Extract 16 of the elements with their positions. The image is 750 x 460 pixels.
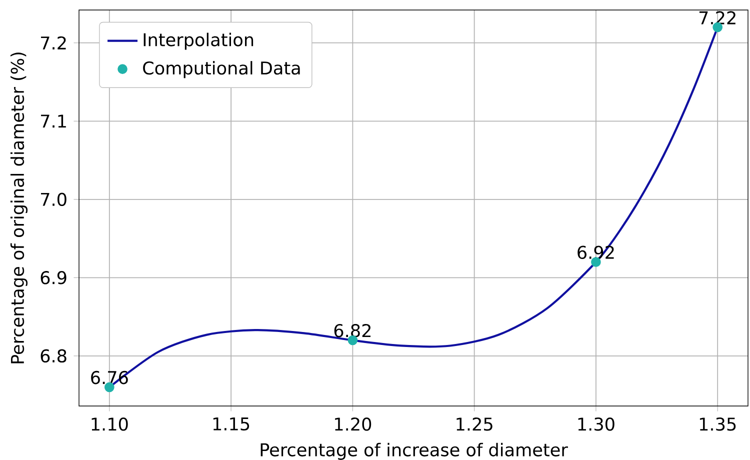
y-tick-label: 6.9: [40, 270, 66, 284]
y-tick-label: 6.8: [40, 349, 66, 363]
legend-label: Interpolation: [144, 32, 254, 50]
x-tick-label: 1.30: [578, 417, 614, 431]
x-axis-title: Percentage of increase of diameter: [260, 442, 568, 460]
y-axis-title: Percentage of original diameter (%): [10, 52, 28, 364]
legend-label: Computional Data: [143, 61, 300, 78]
y-tick-label: 7.0: [41, 192, 66, 206]
y-tick-label: 7.2: [41, 36, 66, 50]
x-tick-label: 1.20: [335, 417, 372, 431]
x-tick-label: 1.15: [213, 417, 250, 431]
data-label: 6.82: [334, 324, 370, 338]
x-tick-label: 1.35: [700, 417, 736, 431]
x-tick-label: 1.10: [92, 417, 128, 431]
y-tick-label: 7.1: [41, 114, 66, 128]
x-tick-label: 1.25: [456, 417, 492, 431]
